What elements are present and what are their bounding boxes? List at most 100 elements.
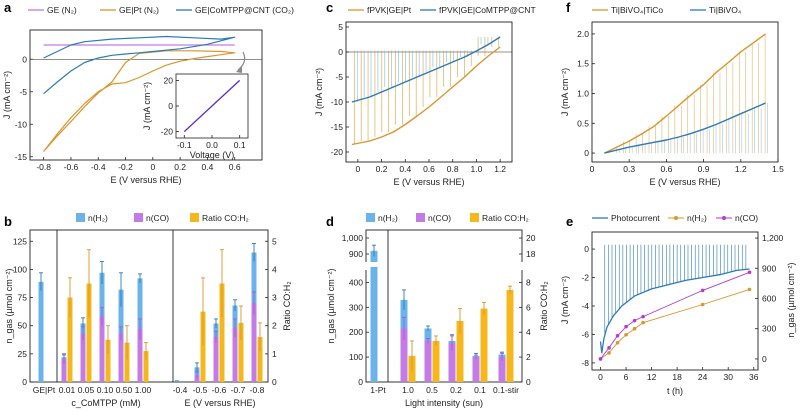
legend-co-label: n(CO) xyxy=(428,213,451,223)
y-tick-label: 0 xyxy=(338,47,343,57)
y2-tick-label: 300 xyxy=(762,324,776,334)
co-point xyxy=(700,288,705,293)
x-tick-label: 36 xyxy=(749,372,759,382)
y-tick-label: 0 xyxy=(22,377,27,387)
series-line-1 xyxy=(43,50,236,152)
co-point xyxy=(607,346,611,350)
bar-ratio xyxy=(86,283,92,382)
y-axis-title: J (mA cm⁻²) xyxy=(560,276,570,324)
series-line-2 xyxy=(43,35,236,95)
co-point xyxy=(624,324,628,329)
y2-tick-label: 5 xyxy=(272,236,277,246)
bar-ratio xyxy=(257,336,263,382)
h2-point xyxy=(747,287,752,292)
y-axis-title: J (mA cm⁻²) xyxy=(2,71,12,119)
legend-co-label: n(CO) xyxy=(735,213,758,223)
y-tick-label: 125 xyxy=(13,236,27,246)
y-tick-label: 0 xyxy=(22,54,27,64)
y2-axis-title: Ratio CO:H₂ xyxy=(282,281,292,331)
legend-h2-marker xyxy=(674,216,678,220)
y2-axis-title: Ratio CO:H₂ xyxy=(539,281,549,331)
inset-x-title: Voltage (V) xyxy=(190,150,235,160)
x-tick-label: 0 xyxy=(355,164,360,174)
x-tick-label: 0 xyxy=(150,162,155,172)
x-tick-label: -0.6 xyxy=(64,162,79,172)
bar-ratio xyxy=(200,311,206,382)
x-tick-label: -0.6 xyxy=(212,385,227,395)
inset-x-tick-label: 0.1 xyxy=(234,140,246,150)
y-tick-label: -2 xyxy=(581,273,589,283)
y-axis-title: n_gas (µmol cm⁻²) xyxy=(326,269,336,344)
bar-co xyxy=(448,343,456,382)
x-tick-label: -0.7 xyxy=(231,385,246,395)
x-tick-label: 0.05 xyxy=(78,385,95,395)
panel-letter: c xyxy=(326,0,333,15)
x-tick-label: -0.8 xyxy=(250,385,265,395)
x-tick-label: 1.0 xyxy=(471,164,483,174)
x-tick-label: 18 xyxy=(672,372,682,382)
x-tick-label: -0.2 xyxy=(118,162,133,172)
panel-d: d n(H₂) n(CO) Ratio CO:H₂ 1-Pt 1.0 0.5 0.2 0.1 0.… xyxy=(326,213,549,408)
inset-y-tick-label: 20 xyxy=(164,75,174,85)
x-tick-label: 0.6 xyxy=(423,164,435,174)
inset-line xyxy=(183,79,241,133)
x-tick-label: GE|Pt xyxy=(33,385,56,395)
co-point xyxy=(632,318,637,323)
y2-tick-label: 0 xyxy=(526,377,531,387)
co-point xyxy=(641,314,645,319)
x-tick-label: 0 xyxy=(590,164,595,174)
panel-a: a GE (N₂) GE|Pt (N₂) GE|CoMTPP@CNT (CO₂) -0.… xyxy=(2,0,294,185)
h2-point xyxy=(632,326,637,331)
x-tick-label: 0.6 xyxy=(229,162,241,172)
y-tick-label: -10 xyxy=(331,97,344,107)
x-tick-label: 0.2 xyxy=(174,162,186,172)
bar-ratio xyxy=(105,339,111,382)
x-tick-label: 0.9 xyxy=(698,164,710,174)
legend-ge-comtpp-label: GE|CoMTPP@CNT (CO₂) xyxy=(195,5,294,15)
bar-co xyxy=(251,303,257,382)
inset-x-tick-label: -0.1 xyxy=(177,140,192,150)
x-tick-label: 1.5 xyxy=(772,164,784,174)
x-tick-label: 1.00 xyxy=(135,385,152,395)
x-tick-label: 12 xyxy=(647,372,657,382)
y-tick-label: 100 xyxy=(13,264,27,274)
bar-ratio xyxy=(456,321,464,382)
group1-label: c_CoMTPP (mM) xyxy=(71,398,140,408)
plot-frame xyxy=(591,21,779,163)
panel-f: f Ti|BiVO₄|TiCo Ti|BiVO₄ 0 0.3 0.6 0.9 1.2 1.5 0 0… xyxy=(560,0,784,187)
y2-tick-label: 4 xyxy=(272,264,277,274)
bar-co xyxy=(498,357,506,382)
legend-ratio-swatch xyxy=(470,213,479,222)
x-tick-label: 0.6 xyxy=(660,164,672,174)
bar-co xyxy=(137,329,143,382)
y-tick-label: -6 xyxy=(581,329,589,339)
bar-ratio xyxy=(238,322,244,382)
y2-tick-label: 2 xyxy=(272,321,277,331)
y-tick-label: 200 xyxy=(349,327,363,337)
x-tick-label: 1.2 xyxy=(494,164,506,174)
y-tick-label: 0.5 xyxy=(577,118,589,128)
x-tick-label: 0.3 xyxy=(623,164,635,174)
panel-letter: f xyxy=(566,0,571,15)
group2-label: E (V versus RHE) xyxy=(184,398,255,408)
legend-h2-label: n(H₂) xyxy=(88,213,108,223)
y2-tick-label: 1 xyxy=(272,349,277,359)
legend-photocurrent-label: Photocurrent xyxy=(611,213,660,223)
y-axis-title: n_gas (µmol cm⁻²) xyxy=(4,269,14,344)
legend-h2-swatch xyxy=(76,213,85,222)
y-tick-label: -15 xyxy=(331,122,344,132)
bar-co xyxy=(232,327,238,382)
panel-e: e Photocurrent n(H₂) n(CO) 0 6 12 18 24 30 36 -8 -6 -… xyxy=(560,213,796,396)
y2-tick-label: 0 xyxy=(272,377,277,387)
co-line xyxy=(600,271,750,360)
bar-ratio xyxy=(67,297,73,382)
x-tick-label: 0.2 xyxy=(376,164,388,174)
legend-h2-label: n(H₂) xyxy=(378,213,398,223)
plot-frame xyxy=(29,229,269,383)
y2-tick-label: 900 xyxy=(762,263,776,273)
bar-co xyxy=(472,357,480,382)
y-tick-label: 1,000 xyxy=(342,233,364,243)
x-tick-label: 24 xyxy=(698,372,708,382)
y2-tick-label: 4 xyxy=(526,327,531,337)
bar-ratio xyxy=(143,351,149,382)
